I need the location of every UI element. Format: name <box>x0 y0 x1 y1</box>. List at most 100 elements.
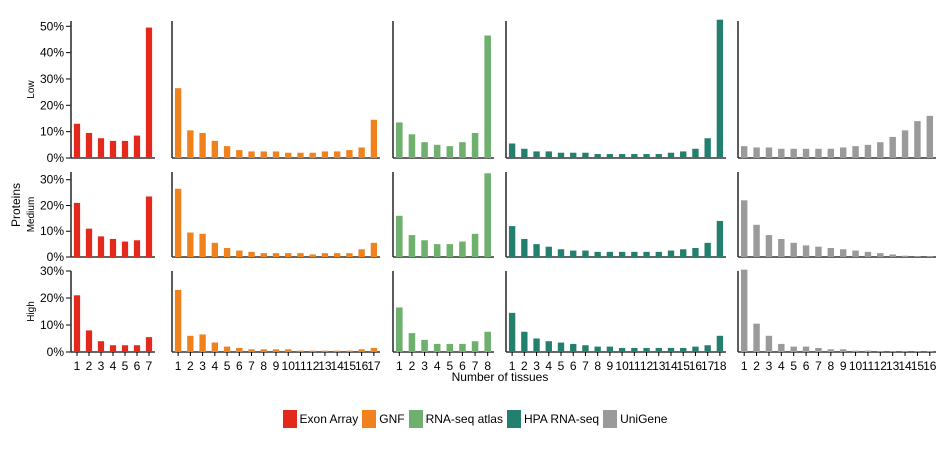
bar-hpa-rna-seq-low-2 <box>521 148 528 158</box>
bar-hpa-rna-seq-medium-6 <box>570 250 577 257</box>
x-tick-label: 2 <box>187 359 194 373</box>
bar-hpa-rna-seq-medium-12 <box>643 251 650 257</box>
x-tick-label: 2 <box>409 359 416 373</box>
bar-gnf-low-8 <box>260 151 267 158</box>
x-tick-label: 2 <box>521 359 528 373</box>
bar-exon-array-medium-3 <box>97 236 105 257</box>
bar-hpa-rna-seq-low-6 <box>570 152 577 158</box>
bar-hpa-rna-seq-high-16 <box>692 346 699 352</box>
bar-unigene-medium-7 <box>815 246 822 257</box>
bar-unigene-high-8 <box>827 349 835 352</box>
x-tick-label: 1 <box>74 359 81 373</box>
bar-hpa-rna-seq-low-7 <box>582 152 589 158</box>
legend-item: Exon Array <box>282 410 358 428</box>
bar-exon-array-high-2 <box>85 330 93 352</box>
bar-hpa-rna-seq-high-12 <box>643 347 650 352</box>
bar-unigene-low-6 <box>802 148 810 158</box>
x-tick-label: 14 <box>664 359 678 373</box>
bar-rna-seq-atlas-medium-2 <box>408 235 416 257</box>
bar-exon-array-medium-1 <box>73 202 81 257</box>
bar-rna-seq-atlas-high-4 <box>433 343 441 352</box>
x-tick-label: 4 <box>434 359 441 373</box>
bar-gnf-high-10 <box>285 349 292 352</box>
y-axis-label: Proteins <box>9 183 23 227</box>
x-tick-label: 3 <box>98 359 105 373</box>
bar-unigene-high-13 <box>889 351 896 352</box>
bar-exon-array-medium-6 <box>133 240 141 257</box>
bar-hpa-rna-seq-medium-11 <box>631 251 638 257</box>
x-tick-label: 18 <box>713 359 727 373</box>
bar-hpa-rna-seq-low-3 <box>533 151 540 158</box>
bar-hpa-rna-seq-high-11 <box>631 347 638 352</box>
bar-unigene-low-3 <box>765 147 773 158</box>
bar-unigene-low-16 <box>926 115 934 158</box>
x-tick-label: 11 <box>862 359 875 373</box>
x-tick-label: 2 <box>86 359 93 373</box>
bar-gnf-high-6 <box>236 347 243 352</box>
bar-rna-seq-atlas-high-7 <box>471 341 479 352</box>
x-tick-label: 3 <box>421 359 428 373</box>
bar-exon-array-low-6 <box>133 135 141 158</box>
bar-gnf-medium-4 <box>211 242 219 257</box>
x-tick-label: 1 <box>175 359 182 373</box>
bar-rna-seq-atlas-high-5 <box>446 343 454 352</box>
bar-gnf-medium-8 <box>260 253 267 257</box>
bar-exon-array-high-4 <box>109 345 117 352</box>
bar-hpa-rna-seq-medium-14 <box>667 250 675 257</box>
bar-unigene-high-9 <box>839 349 847 352</box>
x-tick-label: 13 <box>886 359 900 373</box>
bar-hpa-rna-seq-low-5 <box>557 152 565 158</box>
y-tick-label: 10% <box>40 224 64 238</box>
bar-unigene-low-8 <box>827 148 835 158</box>
bar-unigene-medium-10 <box>852 250 859 257</box>
bar-unigene-medium-5 <box>790 242 797 257</box>
x-tick-label: 4 <box>545 359 552 373</box>
x-tick-label: 6 <box>134 359 141 373</box>
x-tick-label: 9 <box>273 359 280 373</box>
bar-unigene-high-7 <box>815 347 822 352</box>
bar-exon-array-low-7 <box>145 27 153 159</box>
bar-unigene-medium-14 <box>901 255 909 257</box>
bar-unigene-medium-6 <box>802 245 810 257</box>
x-tick-label: 12 <box>306 359 320 373</box>
x-tick-label: 5 <box>790 359 797 373</box>
bar-unigene-low-4 <box>778 148 785 158</box>
bar-hpa-rna-seq-high-15 <box>680 347 687 352</box>
bar-unigene-high-2 <box>753 323 760 352</box>
legend-swatch <box>282 410 297 428</box>
bar-hpa-rna-seq-high-3 <box>533 338 540 352</box>
x-tick-label: 6 <box>570 359 577 373</box>
y-tick-label: 10% <box>40 318 64 332</box>
bar-hpa-rna-seq-medium-17 <box>704 242 711 257</box>
bar-hpa-rna-seq-low-1 <box>508 143 516 158</box>
bar-exon-array-low-5 <box>121 140 129 158</box>
x-tick-label: 7 <box>582 359 589 373</box>
x-tick-label: 16 <box>355 359 369 373</box>
row-label-medium: Medium <box>26 197 37 233</box>
x-tick-label: 4 <box>778 359 785 373</box>
bar-hpa-rna-seq-low-8 <box>594 154 601 158</box>
bar-gnf-high-2 <box>187 335 194 352</box>
x-tick-label: 11 <box>294 359 307 373</box>
x-tick-label: 10 <box>849 359 863 373</box>
bar-hpa-rna-seq-medium-1 <box>508 226 516 257</box>
bar-gnf-medium-1 <box>174 188 182 257</box>
y-tick-label: 30% <box>40 72 64 86</box>
legend-label: HPA RNA-seq <box>523 412 600 426</box>
bar-gnf-medium-9 <box>272 253 280 257</box>
bar-rna-seq-atlas-low-3 <box>421 142 428 158</box>
bar-hpa-rna-seq-high-6 <box>570 343 577 352</box>
bar-exon-array-medium-2 <box>85 228 93 257</box>
legend-swatch <box>362 410 377 428</box>
bar-gnf-low-10 <box>285 152 292 158</box>
legend-label: RNA-seq atlas <box>425 412 503 426</box>
bar-gnf-high-4 <box>211 342 219 352</box>
bar-unigene-medium-11 <box>864 251 872 257</box>
bar-exon-array-high-7 <box>145 337 153 352</box>
x-tick-label: 7 <box>146 359 153 373</box>
bar-hpa-rna-seq-low-4 <box>545 151 552 158</box>
bar-hpa-rna-seq-high-1 <box>508 312 516 352</box>
bar-hpa-rna-seq-high-14 <box>667 347 675 352</box>
x-tick-label: 16 <box>923 359 937 373</box>
x-tick-label: 5 <box>224 359 231 373</box>
